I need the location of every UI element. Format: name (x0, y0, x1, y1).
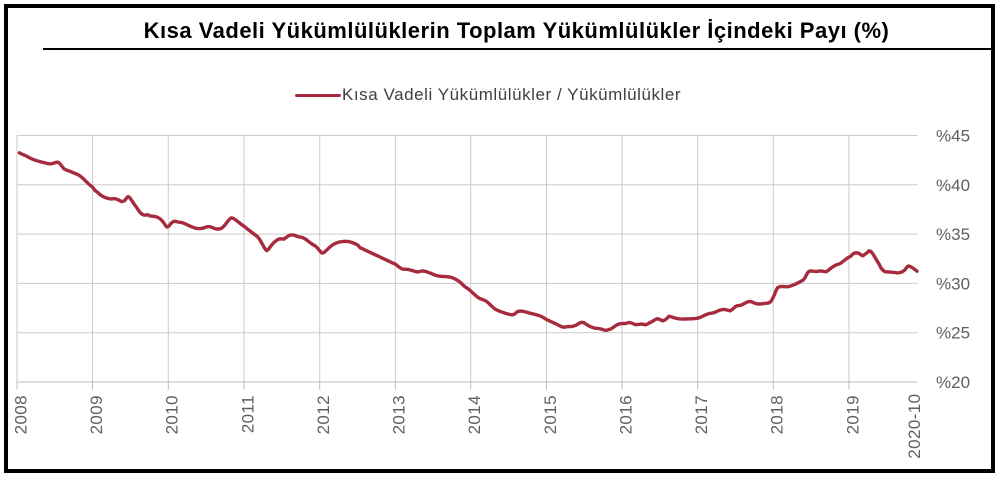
svg-text:%25: %25 (936, 324, 970, 343)
svg-text:2020-10: 2020-10 (905, 394, 924, 459)
svg-text:2015: 2015 (541, 395, 560, 434)
svg-text:2011: 2011 (238, 395, 257, 433)
svg-text:%30: %30 (936, 274, 970, 293)
svg-text:2017: 2017 (692, 395, 711, 434)
svg-text:2016: 2016 (616, 395, 635, 434)
svg-text:%20: %20 (936, 373, 970, 392)
svg-text:%40: %40 (936, 176, 970, 195)
svg-text:2012: 2012 (314, 395, 333, 434)
svg-text:2018: 2018 (768, 395, 787, 434)
svg-text:2010: 2010 (163, 395, 182, 434)
svg-text:2009: 2009 (87, 395, 106, 434)
svg-text:2019: 2019 (843, 395, 862, 434)
svg-text:2013: 2013 (390, 395, 409, 434)
svg-text:2008: 2008 (11, 395, 30, 434)
svg-text:%45: %45 (936, 127, 970, 146)
svg-text:%35: %35 (936, 225, 970, 244)
svg-text:2014: 2014 (465, 395, 484, 434)
